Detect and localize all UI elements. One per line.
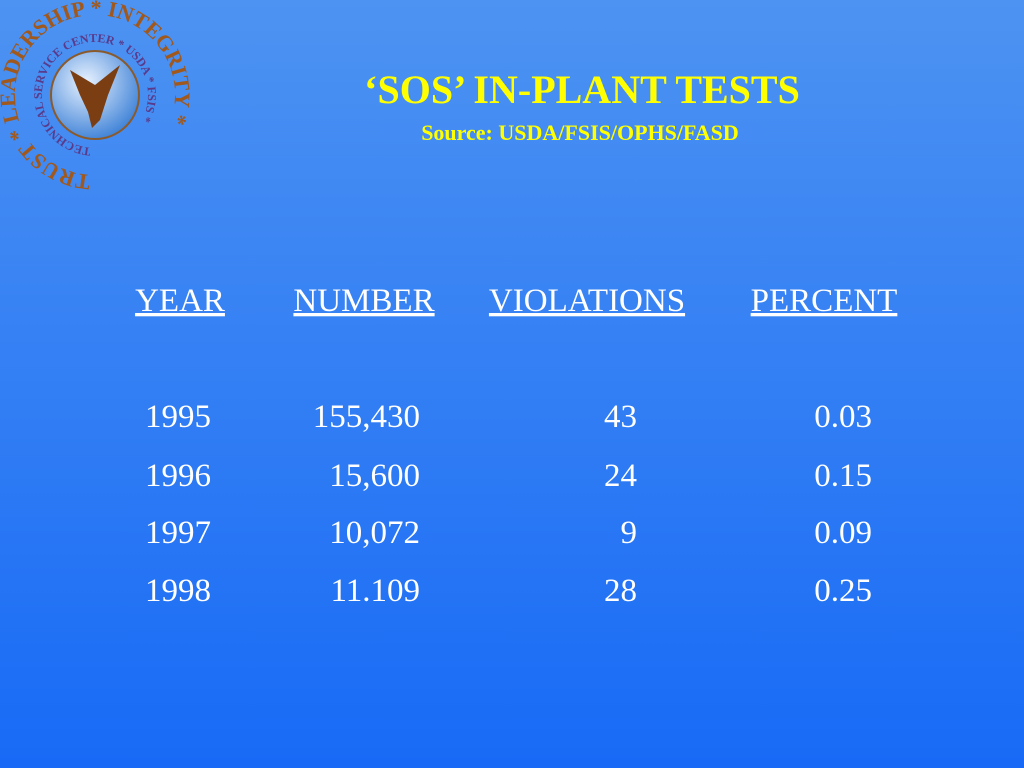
table-cell: 0.03 bbox=[814, 399, 872, 435]
table-cell: 1995 bbox=[145, 399, 211, 435]
table-cell: 11.109 bbox=[330, 573, 420, 609]
table-cell: 0.15 bbox=[814, 458, 872, 494]
table-cell: 28 bbox=[604, 573, 637, 609]
slide-title: ‘SOS’ IN-PLANT TESTS bbox=[364, 67, 800, 112]
logo-eagle bbox=[70, 65, 120, 128]
table-cell: 43 bbox=[604, 399, 637, 435]
column-header: VIOLATIONS bbox=[489, 283, 685, 319]
table-cell: 10,072 bbox=[329, 515, 420, 551]
table-cell: 1998 bbox=[145, 573, 211, 609]
table-cell: 24 bbox=[604, 458, 637, 494]
table: YEAR NUMBER VIOLATIONS PERCENT 1995 155,430 43… bbox=[135, 283, 897, 609]
slide-source: Source: USDA/FSIS/OPHS/FASD bbox=[421, 120, 739, 145]
table-cell: 1997 bbox=[145, 515, 211, 551]
table-cell: 9 bbox=[621, 515, 638, 551]
column-header: YEAR bbox=[135, 283, 225, 319]
table-cell: 15,600 bbox=[329, 458, 420, 494]
table-cell: 0.09 bbox=[814, 515, 872, 551]
table-cell: 0.25 bbox=[814, 573, 872, 609]
column-header: NUMBER bbox=[293, 283, 434, 319]
table-cell: 1996 bbox=[145, 458, 211, 494]
column-header: PERCENT bbox=[751, 283, 898, 319]
table-cell: 155,430 bbox=[313, 399, 420, 435]
